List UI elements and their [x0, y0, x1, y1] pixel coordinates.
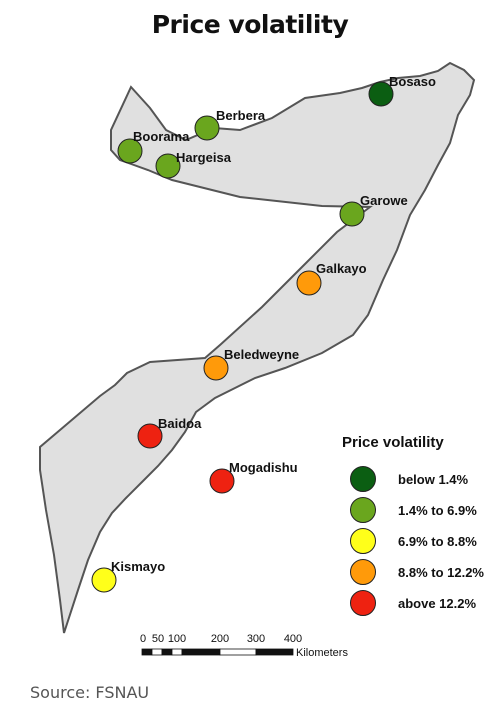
city-label-bosaso: Bosaso [389, 74, 436, 89]
somalia-outline [39, 61, 476, 634]
scale-tick-label: 200 [211, 633, 229, 645]
city-label-berbera: Berbera [216, 108, 266, 123]
city-marker-hargeisa [155, 153, 181, 179]
city-label-beledweyne: Beledweyne [224, 347, 299, 362]
map-title: Price volatility [151, 10, 349, 39]
legend-swatch [350, 528, 376, 554]
scale-tick-label: 100 [168, 633, 186, 645]
scale-tick-label: 0 [140, 633, 146, 645]
city-marker-mogadishu [209, 468, 235, 494]
legend-swatch [350, 559, 376, 585]
city-label-hargeisa: Hargeisa [176, 150, 232, 165]
city-label-mogadishu: Mogadishu [229, 460, 298, 475]
city-label-kismayo: Kismayo [111, 559, 165, 574]
city-label-baidoa: Baidoa [158, 416, 202, 431]
scale-tick-label: 50 [152, 633, 164, 645]
legend-label: above 12.2% [398, 595, 477, 611]
city-marker-boorama [117, 138, 143, 164]
city-label-boorama: Boorama [133, 129, 190, 144]
legend-swatch [350, 466, 376, 492]
city-label-galkayo: Galkayo [316, 261, 367, 276]
scale-bar-segment [141, 648, 153, 656]
city-marker-kismayo [91, 567, 117, 593]
legend-item: above 12.2% [350, 589, 476, 617]
legend-item: 1.4% to 6.9% [350, 496, 477, 524]
legend-item: 8.8% to 12.2% [350, 558, 484, 586]
scale-tick-label: 300 [247, 633, 265, 645]
city-marker-galkayo [296, 270, 322, 296]
source-note: Source: FSNAU [30, 683, 150, 702]
scale-bar-segment [151, 648, 163, 656]
city-marker-berbera [194, 115, 220, 141]
scale-unit-label: Kilometers [296, 647, 348, 659]
scale-bar-segment [171, 648, 183, 656]
legend-swatch [350, 497, 376, 523]
scale-tick-label: 400 [284, 633, 302, 645]
legend-label: 8.8% to 12.2% [398, 564, 484, 580]
scale-bar-segment [181, 648, 221, 656]
city-marker-bosaso [368, 81, 394, 107]
city-marker-garowe [339, 201, 365, 227]
scale-bar-segment [161, 648, 173, 656]
scale-bar-segment [219, 648, 257, 656]
legend-item: 6.9% to 8.8% [350, 527, 477, 555]
legend-item: below 1.4% [350, 465, 468, 493]
legend-label: below 1.4% [398, 471, 469, 487]
scale-bar-segment [255, 648, 294, 656]
legend-label: 1.4% to 6.9% [398, 502, 477, 518]
scale-bar: 0 50 100 200 300 400 Kilometers [140, 633, 349, 659]
city-marker-baidoa [137, 423, 163, 449]
city-marker-beledweyne [203, 355, 229, 381]
legend-swatch [350, 590, 376, 616]
legend-label: 6.9% to 8.8% [398, 533, 477, 549]
legend-title: Price volatility [342, 434, 444, 451]
city-label-garowe: Garowe [360, 193, 408, 208]
